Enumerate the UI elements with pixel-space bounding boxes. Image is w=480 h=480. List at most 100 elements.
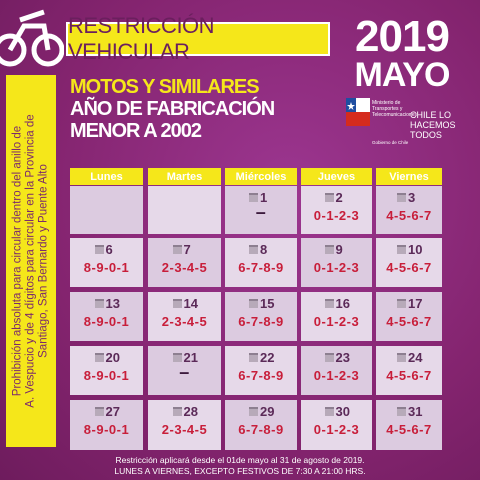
weekday-header: Martes [148,168,221,185]
day-cell: 31 4-5-6-7 [376,400,442,450]
day-cell: 24 4-5-6-7 [376,346,442,395]
calendar-icon [249,193,258,202]
day-number: 17 [408,296,423,311]
day-cell: 6 8-9-0-1 [70,238,143,287]
plate-digits: 6-7-8-9 [238,314,284,329]
plate-digits: 2-3-4-5 [161,422,208,437]
day-cell: 22 6-7-8-9 [225,346,297,395]
plate-digits: 4-5-6-7 [386,208,432,223]
side-note-line: Santiago, San Bernardo y Puente Alto [37,164,50,358]
day-number: 13 [105,296,120,311]
day-cell: 13 8-9-0-1 [70,292,143,341]
day-cell: 1– [225,186,297,234]
plate-digits: 6-7-8-9 [238,260,284,275]
plate-digits: – [179,362,190,382]
day-number: 27 [105,404,120,419]
calendar-icon [249,245,258,254]
day-number: 2 [335,190,343,205]
year: 2019 [355,12,450,61]
government-logo: Ministerio de Transportes y Telecomunica… [346,98,456,148]
day-cell: 30 0-1-2-3 [301,400,372,450]
side-note-line: A. Vespucio y de 4 dígitos para circular… [24,114,37,408]
plate-digits: 4-5-6-7 [386,422,432,437]
plate-digits: 6-7-8-9 [238,422,284,437]
plate-digits: 2-3-4-5 [161,314,208,329]
calendar-icon [249,353,258,362]
day-number: 8 [260,242,268,257]
calendar-icon [324,299,334,308]
calendar-icon [172,407,182,416]
day-number: 23 [335,350,350,365]
government-name: Gobierno de Chile [372,140,409,145]
calendar-icon [324,193,334,202]
subtitle: MENOR A 2002 [70,120,202,142]
day-cell: 28 2-3-4-5 [148,400,221,450]
day-cell: 27 8-9-0-1 [70,400,143,450]
motorcycle-icon [0,9,64,67]
day-number: 24 [408,350,423,365]
calendar-icon [397,245,406,254]
day-cell: 14 2-3-4-5 [148,292,221,341]
title: RESTRICCIÓN VEHICULAR [68,13,215,64]
side-note-line: Prohibición absoluta para circular dentr… [11,125,24,397]
calendar-icon [397,353,406,362]
day-cell [70,186,143,234]
day-number: 9 [335,242,343,257]
plate-digits: – [255,202,267,222]
logo-mark [346,98,370,126]
day-cell: 23 0-1-2-3 [301,346,372,395]
day-cell: 16 0-1-2-3 [301,292,372,341]
day-cell: 3 4-5-6-7 [376,186,442,234]
calendar-icon [324,245,334,254]
day-number: 15 [260,296,275,311]
calendar-icon [94,407,104,416]
day-number: 28 [183,404,198,419]
side-note: Prohibición absoluta para circular dentr… [12,76,51,446]
calendar-icon [94,299,104,308]
plate-digits: 0-1-2-3 [313,368,360,383]
calendar-icon [397,193,406,202]
footer-note: LUNES A VIERNES, EXCEPTO FESTIVOS DE 7:3… [114,466,366,476]
calendar-icon [324,407,334,416]
day-number: 1 [260,190,268,205]
plate-digits: 0-1-2-3 [313,422,360,437]
plate-digits: 0-1-2-3 [313,260,360,275]
plate-digits: 4-5-6-7 [386,260,432,275]
day-cell: 2 0-1-2-3 [301,186,372,234]
weekday-header: Miércoles [225,168,297,185]
day-cell: 8 6-7-8-9 [225,238,297,287]
day-number: 21 [183,350,198,365]
plate-digits: 8-9-0-1 [83,314,130,329]
title-box: RESTRICCIÓN VEHICULAR [66,13,330,64]
day-cell: 9 0-1-2-3 [301,238,372,287]
day-cell: 21– [148,346,221,395]
plate-digits: 8-9-0-1 [83,422,130,437]
calendar-icon [249,407,258,416]
weekday-header: Lunes [70,168,143,185]
plate-digits: 8-9-0-1 [83,368,130,383]
calendar-icon [324,353,334,362]
plate-digits: 6-7-8-9 [238,368,284,383]
calendar-icon [249,299,258,308]
weekday-header: Viernes [376,168,442,185]
day-number: 22 [260,350,275,365]
day-number: 6 [105,242,113,257]
subtitle: MOTOS Y SIMILARES [70,76,260,98]
day-number: 16 [335,296,350,311]
plate-digits: 4-5-6-7 [386,314,432,329]
day-cell: 17 4-5-6-7 [376,292,442,341]
weekday-header: Jueves [301,168,372,185]
day-cell: 7 2-3-4-5 [148,238,221,287]
plate-digits: 0-1-2-3 [313,208,360,223]
day-number: 7 [183,242,191,257]
plate-digits: 4-5-6-7 [386,368,432,383]
day-cell: 20 8-9-0-1 [70,346,143,395]
calendar-icon [172,353,182,362]
side-note-box: Prohibición absoluta para circular dentr… [6,75,56,447]
calendar-icon [172,245,182,254]
day-number: 29 [260,404,275,419]
slogan: CHILE LO HACEMOS TODOS [410,110,456,140]
calendar-icon [94,245,104,254]
day-cell [148,186,221,234]
